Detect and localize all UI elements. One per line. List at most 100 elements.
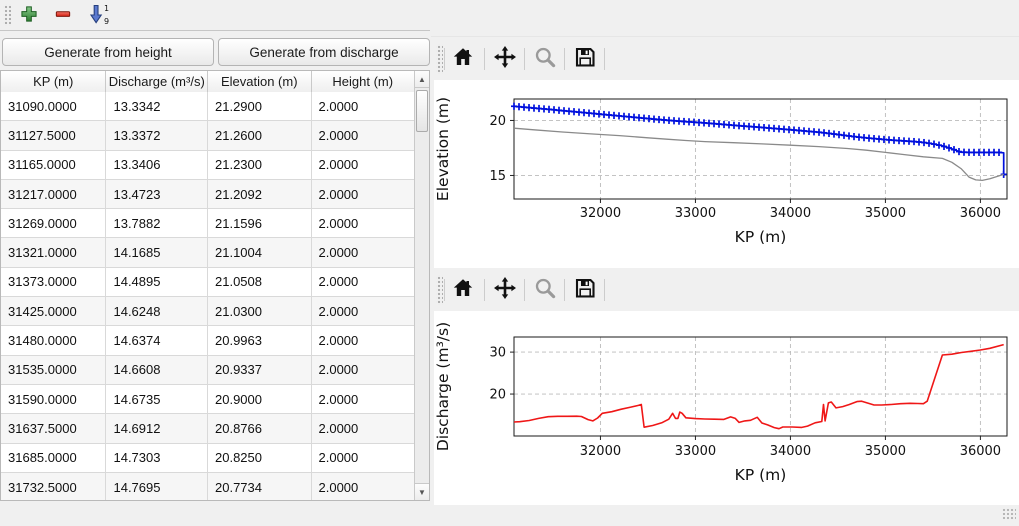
save-button[interactable] <box>570 275 600 305</box>
table-cell[interactable]: 2.0000 <box>318 391 359 407</box>
table-cell[interactable]: 21.2600 <box>208 121 312 150</box>
home-button[interactable] <box>448 275 478 305</box>
column-header-height[interactable]: Height (m) <box>332 74 394 89</box>
table-cell[interactable]: 20.9963 <box>208 326 312 355</box>
table-cell[interactable]: 31165.0000 <box>1 150 107 179</box>
table-cell[interactable]: 2.0000 <box>318 303 359 319</box>
table-cell[interactable]: 2.0000 <box>318 362 359 378</box>
pan-button[interactable] <box>490 275 520 305</box>
generate-from-discharge-button[interactable]: Generate from discharge <box>218 38 430 66</box>
home-button[interactable] <box>448 44 478 74</box>
add-row-button[interactable] <box>15 3 43 29</box>
sort-ascending-button[interactable]: 1 9 <box>83 3 115 29</box>
column-header-kp[interactable]: KP (m) <box>1 71 107 92</box>
column-header-discharge[interactable]: Discharge (m³/s) <box>106 71 208 92</box>
table-cell[interactable]: 2.0000 <box>318 274 359 290</box>
table-cell[interactable]: 2.0000 <box>318 215 359 231</box>
save-button[interactable] <box>570 44 600 74</box>
table-row[interactable]: 31269.0000 13.7882 21.1596 2.0000 <box>1 209 414 239</box>
table-cell[interactable]: 13.3406 <box>106 150 208 179</box>
table-cell[interactable]: 2.0000 <box>318 127 359 143</box>
window-resize-grip[interactable] <box>1002 508 1016 520</box>
table-cell[interactable]: 21.2900 <box>208 92 312 121</box>
table-row[interactable]: 31127.5000 13.3372 21.2600 2.0000 <box>1 121 414 151</box>
table-cell[interactable]: 14.4895 <box>106 267 208 297</box>
table-cell[interactable]: 31373.0000 <box>1 267 107 297</box>
table-row[interactable]: 31685.0000 14.7303 20.8250 2.0000 <box>1 443 414 473</box>
pan-button[interactable] <box>490 44 520 74</box>
table-cell[interactable]: 14.6374 <box>106 326 208 355</box>
svg-text:20: 20 <box>489 388 506 403</box>
remove-row-button[interactable] <box>49 3 77 29</box>
table-cell[interactable]: 13.3342 <box>106 92 208 121</box>
table-row[interactable]: 31480.0000 14.6374 20.9963 2.0000 <box>1 326 414 356</box>
zoom-button[interactable] <box>530 275 560 305</box>
table-row[interactable]: 31732.5000 14.7695 20.7734 2.0000 <box>1 472 414 500</box>
table-cell[interactable]: 2.0000 <box>318 245 359 261</box>
table-cell[interactable]: 21.0508 <box>208 267 312 297</box>
scroll-up-arrow-icon[interactable]: ▲ <box>415 71 429 88</box>
table-cell[interactable]: 31269.0000 <box>1 209 107 238</box>
table-cell[interactable]: 31535.0000 <box>1 355 107 384</box>
elevation-chart-canvas[interactable]: 32000 33000 34000 35000 36000 15 20 KP (m) Eleva… <box>434 80 1019 268</box>
table-cell[interactable]: 31590.0000 <box>1 384 107 414</box>
table-cell[interactable]: 2.0000 <box>318 450 359 466</box>
table-cell[interactable]: 21.2300 <box>208 150 312 179</box>
table-cell[interactable]: 2.0000 <box>318 333 359 349</box>
table-cell[interactable]: 13.7882 <box>106 209 208 238</box>
table-cell[interactable]: 31127.5000 <box>1 121 107 150</box>
table-vertical-scrollbar[interactable]: ▲ ▼ <box>414 71 429 500</box>
table-row[interactable]: 31090.0000 13.3342 21.2900 2.0000 <box>1 92 414 122</box>
table-row[interactable]: 31590.0000 14.6735 20.9000 2.0000 <box>1 384 414 415</box>
toolbar-drag-handle[interactable] <box>436 44 443 74</box>
column-header-elevation[interactable]: Elevation (m) <box>208 71 312 92</box>
table-cell[interactable]: 2.0000 <box>318 98 359 114</box>
table-cell[interactable]: 20.9337 <box>208 355 312 384</box>
table-cell[interactable]: 31685.0000 <box>1 443 107 472</box>
scroll-down-arrow-icon[interactable]: ▼ <box>415 483 429 500</box>
table-cell[interactable]: 14.6735 <box>106 384 208 414</box>
table-cell[interactable]: 2.0000 <box>318 157 359 173</box>
table-cell[interactable]: 2.0000 <box>318 479 359 495</box>
table-cell[interactable]: 14.7303 <box>106 443 208 472</box>
table-row[interactable]: 31165.0000 13.3406 21.2300 2.0000 <box>1 150 414 180</box>
table-cell[interactable]: 31090.0000 <box>1 92 107 121</box>
table-cell[interactable]: 20.8766 <box>208 414 312 443</box>
table-cell[interactable]: 31425.0000 <box>1 297 107 326</box>
table-cell[interactable]: 20.9000 <box>208 384 312 414</box>
table-cell[interactable]: 14.6912 <box>106 414 208 443</box>
table-cell[interactable]: 13.4723 <box>106 179 208 209</box>
table-cell[interactable]: 21.1004 <box>208 238 312 267</box>
table-cell[interactable]: 31217.0000 <box>1 179 107 209</box>
toolbar-drag-handle[interactable] <box>436 275 443 305</box>
table-cell[interactable]: 20.8250 <box>208 443 312 472</box>
discharge-chart-canvas[interactable]: 32000 33000 34000 35000 36000 20 30 KP (m) Disch… <box>434 311 1019 505</box>
table-cell[interactable]: 14.7695 <box>106 472 208 500</box>
table-cell[interactable]: 21.1596 <box>208 209 312 238</box>
zoom-button[interactable] <box>530 44 560 74</box>
scrollbar-thumb[interactable] <box>416 90 428 132</box>
table-cell[interactable]: 20.7734 <box>208 472 312 500</box>
table-cell[interactable]: 2.0000 <box>318 420 359 436</box>
table-cell[interactable]: 21.0300 <box>208 297 312 326</box>
table-row[interactable]: 31321.0000 14.1685 21.1004 2.0000 <box>1 238 414 268</box>
table-row[interactable]: 31425.0000 14.6248 21.0300 2.0000 <box>1 297 414 327</box>
table-row[interactable]: 31535.0000 14.6608 20.9337 2.0000 <box>1 355 414 385</box>
table-cell[interactable]: 31732.5000 <box>1 472 107 500</box>
table-row[interactable]: 31217.0000 13.4723 21.2092 2.0000 <box>1 179 414 210</box>
table-row[interactable]: 31373.0000 14.4895 21.0508 2.0000 <box>1 267 414 298</box>
table-cell[interactable]: 14.6608 <box>106 355 208 384</box>
table-row[interactable]: 31637.5000 14.6912 20.8766 2.0000 <box>1 414 414 444</box>
table-cell[interactable]: 31637.5000 <box>1 414 107 443</box>
table-cell[interactable]: 31321.0000 <box>1 238 107 267</box>
table-cell[interactable]: 13.3372 <box>106 121 208 150</box>
toolbar-drag-handle[interactable] <box>3 4 11 26</box>
table-cell[interactable]: 21.2092 <box>208 179 312 209</box>
table-cell[interactable]: 2.0000 <box>318 186 359 202</box>
svg-text:20: 20 <box>489 114 506 129</box>
table-cell[interactable]: 14.1685 <box>106 238 208 267</box>
svg-text:KP (m): KP (m) <box>735 466 787 484</box>
table-cell[interactable]: 31480.0000 <box>1 326 107 355</box>
generate-from-height-button[interactable]: Generate from height <box>2 38 214 66</box>
table-cell[interactable]: 14.6248 <box>106 297 208 326</box>
